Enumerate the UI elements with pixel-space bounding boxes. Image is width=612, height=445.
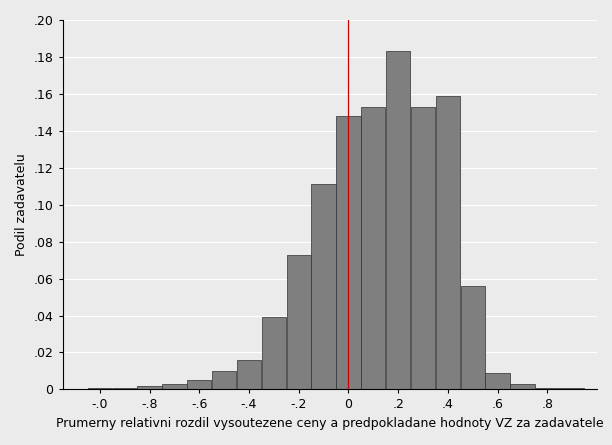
Bar (386, 52, 410, 389)
Bar (461, 286, 485, 389)
Bar (336, 116, 360, 389)
Bar (411, 107, 435, 389)
Bar (187, 380, 212, 389)
Bar (162, 384, 187, 389)
Bar (485, 373, 510, 389)
Bar (138, 386, 162, 389)
X-axis label: Prumerny relativni rozdil vysoutezene ceny a predpokladane hodnoty VZ za zadavat: Prumerny relativni rozdil vysoutezene ce… (56, 417, 603, 430)
Bar (237, 360, 261, 389)
Bar (113, 388, 137, 389)
Bar (312, 184, 336, 389)
Bar (88, 388, 112, 389)
Bar (286, 255, 311, 389)
Bar (262, 317, 286, 389)
Bar (535, 388, 559, 389)
Bar (361, 107, 386, 389)
Y-axis label: Podil zadavatelu: Podil zadavatelu (15, 154, 28, 256)
Bar (212, 371, 236, 389)
Bar (436, 96, 460, 389)
Bar (510, 384, 535, 389)
Bar (560, 388, 584, 389)
